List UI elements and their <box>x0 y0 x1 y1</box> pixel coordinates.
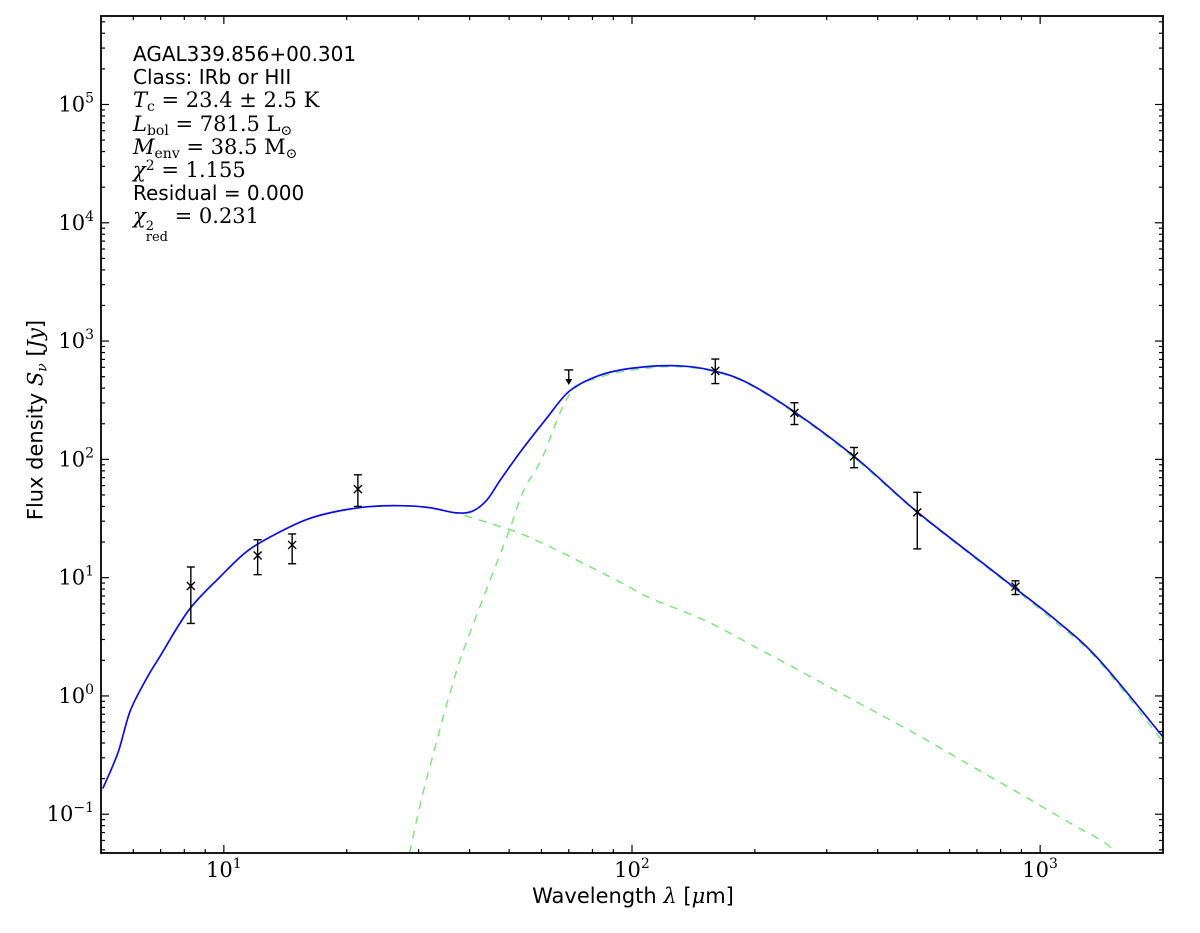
text-segment: m] <box>705 884 734 908</box>
text-segment: = 23.4 ± 2.5 K <box>154 88 320 113</box>
photometry-points <box>186 358 1020 625</box>
y-axis-label: Flux density Sν [Jy] <box>24 320 51 520</box>
text-segment: = 1.155 <box>154 157 246 182</box>
text-segment: S <box>23 371 48 387</box>
annotation-line-5: Menv = 38.5 M⊙ <box>133 134 356 162</box>
text-segment: χ <box>133 204 146 229</box>
data-point <box>849 446 859 469</box>
text-segment: bol <box>146 122 169 139</box>
tick-label: 103 <box>1022 856 1058 882</box>
text-segment: μ <box>691 884 706 908</box>
x-axis-label: Wavelength λ [μm] <box>532 884 734 908</box>
text-segment: Class: IRb or HII <box>133 65 292 90</box>
text-segment: ν <box>34 363 51 372</box>
data-point <box>1010 580 1020 596</box>
tick-label: 101 <box>58 564 94 590</box>
text-segment: Jy <box>23 328 48 349</box>
axis-ticks <box>101 16 1163 853</box>
annotation-line-6: χ2 = 1.155 <box>133 157 356 182</box>
tick-label: 105 <box>58 90 94 116</box>
tick-label: 101 <box>206 856 242 882</box>
data-point <box>287 533 297 565</box>
total-model-curve <box>102 364 1164 789</box>
text-segment: χ <box>133 157 146 182</box>
text-segment: ⊙ <box>285 145 298 162</box>
annotation-line-2: Class: IRb or HII <box>133 65 356 90</box>
data-point <box>789 402 799 426</box>
text-segment: ⊙ <box>280 122 293 139</box>
annotation-line-7: Residual = 0.000 <box>133 181 356 206</box>
text-segment: Residual = 0.000 <box>133 181 305 206</box>
annotation-block: AGAL339.856+00.301 Class: IRb or HII Tc = … <box>133 42 357 244</box>
cold-component-curve <box>408 365 1164 854</box>
data-point <box>710 358 720 385</box>
text-segment: AGAL339.856+00.301 <box>133 42 357 66</box>
annotation-line-1: AGAL339.856+00.301 <box>133 42 357 66</box>
warm-component-curve <box>102 504 1117 854</box>
upper-limit-marker <box>564 369 574 385</box>
annotation-line-3: Tc = 23.4 ± 2.5 K <box>133 88 356 115</box>
text-segment: = 0.231 <box>167 204 260 229</box>
text-segment: [ <box>676 884 692 908</box>
tick-label: 10−1 <box>47 800 94 826</box>
text-segment: = 781.5 L <box>168 111 281 136</box>
annotation-line-4: Lbol = 781.5 L⊙ <box>133 111 356 139</box>
text-segment: ] <box>23 319 48 329</box>
text-segment: [ <box>23 348 48 364</box>
text-segment: λ <box>663 884 677 908</box>
tick-label: 103 <box>58 327 94 353</box>
data-point <box>353 474 363 508</box>
text-segment: Flux density <box>23 386 48 521</box>
tick-label: 104 <box>58 209 94 235</box>
text-segment: c <box>147 99 155 116</box>
text-segment: M <box>133 134 155 159</box>
tick-label: 102 <box>614 856 650 882</box>
text-segment: 2 <box>145 157 155 174</box>
text-segment: Wavelength <box>532 884 664 908</box>
model-curves <box>102 364 1164 854</box>
annotation-line-8: χ 2 red = 0.231 <box>133 204 356 244</box>
text-segment: T <box>133 88 148 113</box>
text-segment: env <box>154 145 180 162</box>
superscript-subscript-stack: 2 red <box>145 219 168 246</box>
text-segment: = 38.5 M <box>179 134 286 159</box>
tick-label: 100 <box>58 682 94 708</box>
tick-labels: 101 102 103 10−1 100 101 102 103 104 105 <box>47 90 1058 882</box>
data-point <box>186 566 196 625</box>
data-point <box>253 539 263 576</box>
text-segment: L <box>133 111 147 136</box>
data-point <box>912 491 922 550</box>
tick-label: 102 <box>58 445 94 471</box>
